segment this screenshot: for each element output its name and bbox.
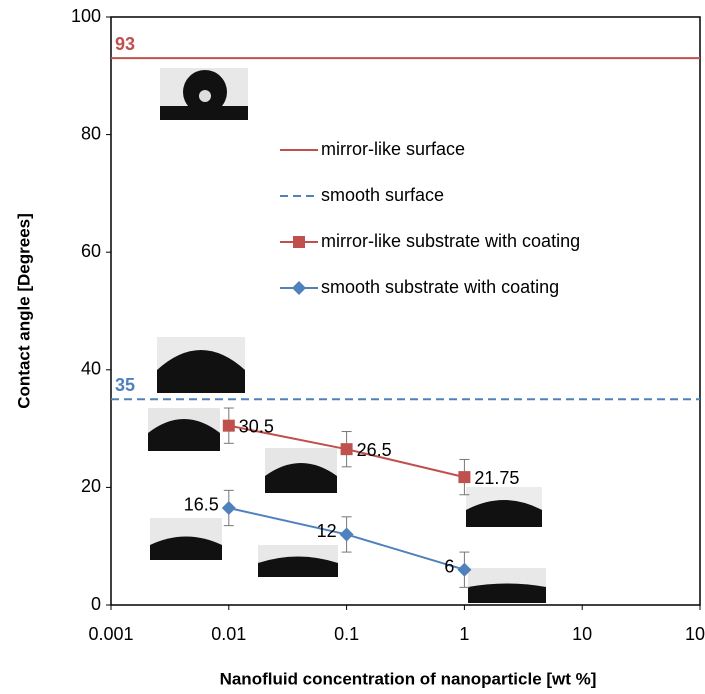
droplet-image [160, 68, 248, 120]
legend-text: mirror-like surface [321, 139, 465, 159]
reference-label: 35 [115, 375, 135, 395]
y-tick-label: 20 [81, 476, 101, 496]
y-axis-title: Contact angle [Degrees] [14, 213, 33, 409]
data-label: 12 [317, 521, 337, 541]
marker [222, 419, 235, 432]
legend-marker [293, 236, 305, 248]
y-tick-label: 40 [81, 359, 101, 379]
droplet-image [466, 487, 542, 527]
y-tick-label: 0 [91, 594, 101, 614]
data-label: 16.5 [184, 495, 219, 515]
legend-text: mirror-like substrate with coating [321, 231, 580, 251]
marker [339, 527, 354, 542]
marker [221, 500, 236, 515]
legend-text: smooth surface [321, 185, 444, 205]
marker [458, 471, 471, 484]
y-tick-label: 80 [81, 123, 101, 143]
x-tick-label: 0.01 [211, 624, 246, 644]
droplet-image [157, 337, 245, 393]
y-tick-label: 100 [71, 6, 101, 26]
reference-label: 93 [115, 34, 135, 54]
marker [340, 443, 353, 456]
droplet-image [265, 448, 337, 493]
x-tick-label: 100 [685, 624, 705, 644]
legend-text: smooth substrate with coating [321, 277, 559, 297]
droplet-image [468, 568, 546, 603]
droplet-image [150, 518, 222, 560]
data-label: 26.5 [357, 440, 392, 460]
data-label: 21.75 [474, 468, 519, 488]
x-tick-label: 0.1 [334, 624, 359, 644]
x-tick-label: 1 [459, 624, 469, 644]
x-axis-title: Nanofluid concentration of nanoparticle … [220, 669, 597, 688]
legend-marker [292, 281, 306, 295]
droplet-image [258, 545, 338, 577]
droplet-image [148, 408, 220, 451]
plot-frame [110, 16, 701, 606]
marker [457, 562, 472, 577]
data-label: 30.5 [239, 416, 274, 436]
data-label: 6 [444, 556, 454, 576]
y-tick-label: 60 [81, 241, 101, 261]
x-tick-label: 0.001 [88, 624, 133, 644]
x-tick-label: 10 [572, 624, 592, 644]
